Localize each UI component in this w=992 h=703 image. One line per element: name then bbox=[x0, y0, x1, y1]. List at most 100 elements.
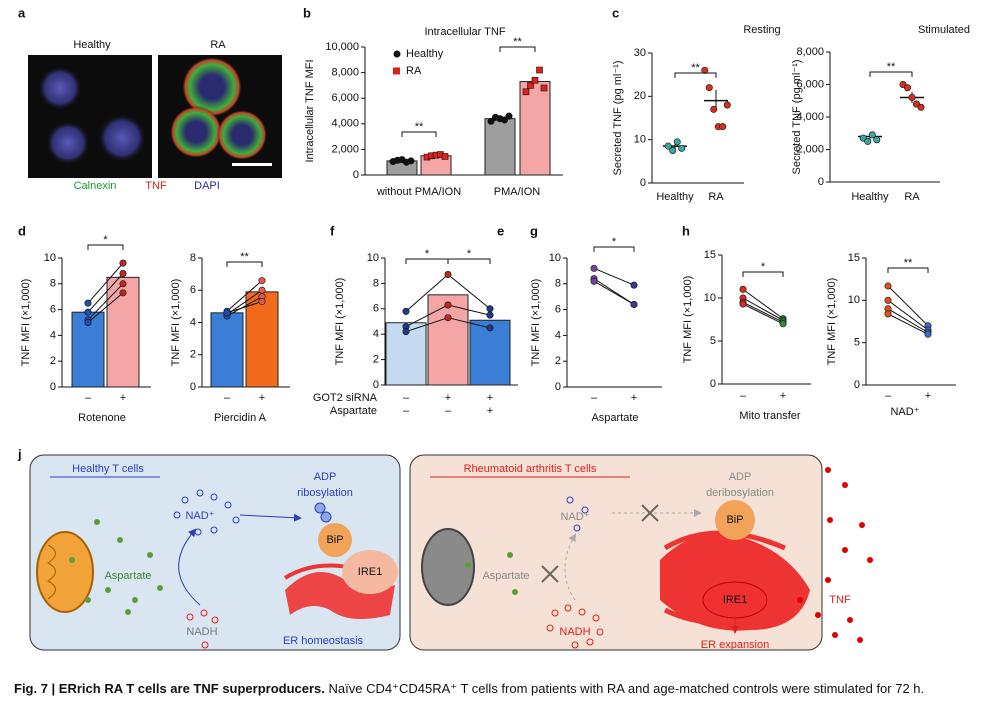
x-axis-label: Mito transfer bbox=[739, 410, 800, 422]
stain-label: Calnexin bbox=[74, 180, 117, 192]
significance-label: ** bbox=[691, 62, 700, 74]
data-point bbox=[486, 324, 494, 332]
data-point bbox=[884, 282, 892, 290]
pair-line bbox=[742, 288, 784, 320]
y-tick-label: 6 bbox=[555, 304, 561, 316]
row-value: + bbox=[445, 392, 451, 404]
significance-label: ** bbox=[415, 121, 424, 133]
data-point bbox=[487, 117, 495, 125]
row-value: – bbox=[445, 405, 452, 417]
data-point bbox=[630, 300, 638, 308]
pair-line bbox=[226, 280, 263, 312]
data-point bbox=[669, 147, 677, 155]
condition-label: + bbox=[120, 392, 126, 404]
diagram-label: BiP bbox=[326, 534, 343, 546]
y-tick-label: 4 bbox=[50, 329, 56, 341]
row-value: + bbox=[487, 392, 493, 404]
row-label: Aspartate bbox=[330, 405, 377, 417]
plot-title: Stimulated bbox=[918, 24, 970, 36]
data-point bbox=[444, 301, 452, 309]
bar bbox=[210, 312, 244, 388]
y-tick-label: 0 bbox=[818, 176, 824, 188]
y-tick-label: 0 bbox=[854, 379, 860, 391]
bar bbox=[245, 291, 279, 388]
panel-letter: c bbox=[612, 5, 619, 20]
row-value: – bbox=[403, 405, 410, 417]
y-tick-label: 6,000 bbox=[331, 92, 359, 104]
data-point bbox=[505, 112, 513, 120]
micrograph-label: RA bbox=[210, 39, 226, 51]
data-point bbox=[630, 281, 638, 289]
data-point bbox=[119, 259, 127, 267]
y-tick-label: 4 bbox=[373, 328, 379, 340]
plot-title: Intracellular TNF bbox=[424, 26, 505, 38]
pair-line bbox=[593, 267, 635, 286]
x-axis-label: NAD⁺ bbox=[890, 406, 919, 418]
y-axis-label: TNF MFI (×1,000) bbox=[682, 276, 694, 364]
pair-line bbox=[742, 301, 784, 323]
data-point bbox=[739, 285, 747, 293]
diagram-label: ribosylation bbox=[297, 487, 353, 499]
pair-line bbox=[742, 303, 784, 325]
pair-line bbox=[405, 317, 449, 333]
panel-letter: h bbox=[682, 223, 690, 238]
y-tick-label: 4 bbox=[190, 316, 196, 328]
group-label: Healthy bbox=[656, 191, 694, 203]
data-point bbox=[402, 328, 410, 336]
y-axis-label: Intracellular TNF MFI bbox=[304, 59, 316, 162]
data-point bbox=[884, 310, 892, 318]
bar bbox=[519, 81, 551, 176]
row-value: + bbox=[487, 405, 493, 417]
category-label: without PMA/ION bbox=[376, 186, 461, 198]
data-point bbox=[119, 280, 127, 288]
data-point bbox=[540, 84, 548, 92]
y-tick-label: 6 bbox=[373, 303, 379, 315]
micrograph-healthy bbox=[28, 55, 152, 178]
diagram-healthy bbox=[29, 454, 401, 651]
y-tick-label: 8 bbox=[373, 277, 379, 289]
y-tick-label: 15 bbox=[848, 252, 860, 264]
significance-bracket bbox=[447, 258, 491, 264]
pair-line bbox=[887, 313, 929, 335]
legend-marker bbox=[393, 50, 401, 58]
diagram-label: deribosylation bbox=[706, 487, 774, 499]
diagram-label: BiP bbox=[726, 514, 743, 526]
y-tick-label: 0 bbox=[640, 177, 646, 189]
y-tick-label: 8,000 bbox=[796, 46, 824, 58]
significance-bracket bbox=[593, 246, 635, 252]
caption: Fig. 7 | ERrich RA T cells are TNF super… bbox=[14, 681, 924, 696]
y-tick-label: 0 bbox=[555, 381, 561, 393]
y-tick-label: 0 bbox=[373, 379, 379, 391]
y-tick-label: 6,000 bbox=[796, 78, 824, 90]
diagram-label: NAD⁺ bbox=[560, 511, 589, 523]
y-tick-label: 4,000 bbox=[796, 111, 824, 123]
pair-line bbox=[87, 262, 124, 304]
diagram-ra bbox=[409, 454, 873, 651]
micrograph-ra bbox=[158, 55, 282, 178]
data-point bbox=[522, 88, 530, 96]
legend-marker bbox=[393, 67, 400, 75]
pair-line bbox=[87, 283, 124, 321]
stain-label: TNF bbox=[145, 180, 167, 192]
significance-bracket bbox=[87, 244, 124, 250]
data-point bbox=[868, 131, 876, 139]
data-point bbox=[444, 314, 452, 322]
significance-label: ** bbox=[904, 257, 913, 269]
data-point bbox=[723, 101, 731, 109]
significance-bracket bbox=[499, 46, 536, 52]
condition-label: – bbox=[740, 390, 747, 402]
significance-bracket bbox=[742, 271, 784, 277]
data-point bbox=[739, 300, 747, 308]
caption-bold: Fig. 7 | ERrich RA T cells are TNF super… bbox=[14, 681, 325, 696]
y-tick-label: 20 bbox=[634, 90, 646, 102]
y-tick-label: 2,000 bbox=[331, 143, 359, 155]
pair-line bbox=[226, 296, 263, 317]
y-tick-label: 8 bbox=[50, 278, 56, 290]
y-tick-label: 0 bbox=[710, 378, 716, 390]
data-point bbox=[917, 103, 925, 111]
significance-label: * bbox=[467, 248, 472, 260]
data-point bbox=[664, 142, 672, 150]
pair-line bbox=[226, 289, 263, 315]
y-tick-label: 5 bbox=[854, 337, 860, 349]
y-tick-label: 10 bbox=[367, 252, 379, 264]
